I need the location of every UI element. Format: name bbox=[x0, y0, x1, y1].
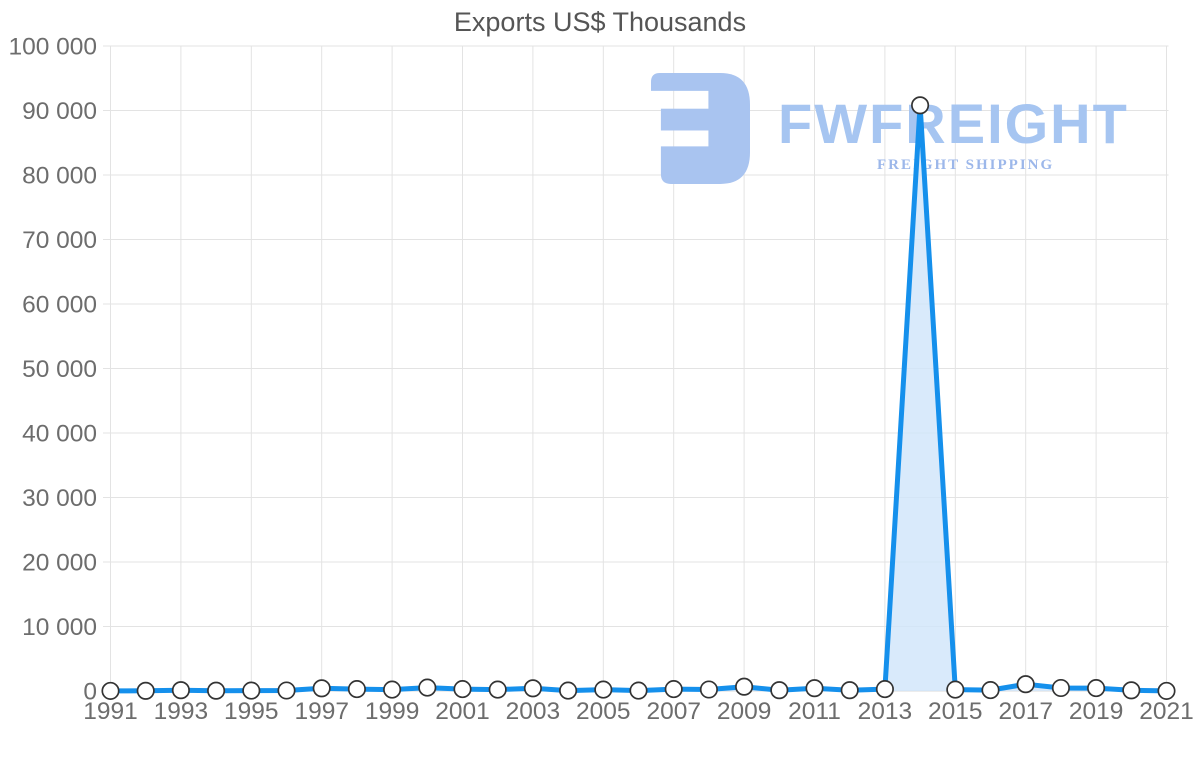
x-axis-tick-label: 2021 bbox=[1139, 698, 1194, 725]
data-point-marker-2015[interactable] bbox=[946, 680, 965, 699]
x-axis-tick-label: 2017 bbox=[998, 698, 1053, 725]
x-axis-tick-label: 1993 bbox=[154, 698, 209, 725]
series-line bbox=[108, 102, 1169, 694]
data-point-marker-1999[interactable] bbox=[383, 680, 402, 699]
data-point-marker-2021[interactable] bbox=[1157, 681, 1176, 700]
data-point-marker-2004[interactable] bbox=[559, 681, 578, 700]
data-point-marker-1997[interactable] bbox=[312, 679, 331, 698]
x-axis-tick-label: 2009 bbox=[717, 698, 772, 725]
data-point-marker-2006[interactable] bbox=[629, 681, 648, 700]
x-axis-tick-label: 1991 bbox=[83, 698, 138, 725]
y-axis-tick-label: 0 bbox=[83, 679, 97, 706]
y-axis-tick-label: 100 000 bbox=[8, 34, 97, 61]
x-axis-tick-label: 2001 bbox=[435, 698, 490, 725]
series-area-fill bbox=[110, 105, 1167, 692]
data-point-marker-2011[interactable] bbox=[805, 679, 824, 698]
data-point-marker-1992[interactable] bbox=[136, 681, 155, 700]
data-point-marker-2012[interactable] bbox=[840, 681, 859, 700]
y-axis-tick-label: 70 000 bbox=[22, 227, 97, 254]
data-point-marker-2002[interactable] bbox=[488, 680, 507, 699]
data-point-marker-2013[interactable] bbox=[875, 680, 894, 699]
x-axis-tick-label: 2005 bbox=[576, 698, 631, 725]
data-point-marker-1998[interactable] bbox=[347, 680, 366, 699]
data-point-marker-1991[interactable] bbox=[101, 681, 120, 700]
y-axis-tick-label: 60 000 bbox=[22, 292, 97, 319]
data-point-marker-2010[interactable] bbox=[770, 681, 789, 700]
data-point-marker-2019[interactable] bbox=[1087, 679, 1106, 698]
data-point-marker-1995[interactable] bbox=[242, 681, 261, 700]
data-point-marker-2018[interactable] bbox=[1051, 678, 1070, 698]
data-point-marker-2020[interactable] bbox=[1122, 681, 1141, 700]
data-point-marker-2001[interactable] bbox=[453, 680, 472, 699]
data-point-marker-1994[interactable] bbox=[207, 681, 226, 700]
data-point-marker-1993[interactable] bbox=[171, 681, 190, 700]
y-axis-tick-label: 10 000 bbox=[22, 614, 97, 641]
chart-title: Exports US$ Thousands bbox=[453, 7, 747, 37]
data-point-marker-2003[interactable] bbox=[523, 679, 542, 698]
data-point-marker-2005[interactable] bbox=[594, 680, 613, 699]
y-axis-tick-label: 50 000 bbox=[22, 356, 97, 383]
data-point-marker-2000[interactable] bbox=[418, 678, 437, 697]
y-axis-tick-label: 40 000 bbox=[22, 421, 97, 448]
y-axis-tick-label: 80 000 bbox=[22, 163, 97, 190]
x-axis-tick-label: 2019 bbox=[1069, 698, 1124, 725]
data-point-marker-2017[interactable] bbox=[1016, 675, 1035, 694]
y-axis-tick-label: 30 000 bbox=[22, 485, 97, 512]
y-axis-tick-label: 20 000 bbox=[22, 550, 97, 577]
y-axis-tick-label: 90 000 bbox=[22, 98, 97, 125]
data-point-marker-2016[interactable] bbox=[981, 681, 1000, 700]
data-point-marker-2009[interactable] bbox=[735, 677, 754, 696]
data-point-marker-2008[interactable] bbox=[699, 680, 718, 699]
x-axis-tick-label: 1997 bbox=[294, 698, 349, 725]
data-point-marker-2007[interactable] bbox=[664, 680, 683, 699]
data-point-marker-1996[interactable] bbox=[277, 681, 296, 700]
data-point-marker-2014[interactable] bbox=[911, 96, 930, 115]
x-axis-tick-label: 2011 bbox=[788, 698, 841, 725]
x-axis-tick-label: 2007 bbox=[646, 698, 701, 725]
x-axis-tick-label: 2013 bbox=[858, 698, 913, 725]
x-axis-tick-label: 2015 bbox=[928, 698, 983, 725]
x-axis-tick-label: 1999 bbox=[365, 698, 420, 725]
x-axis-tick-label: 1995 bbox=[224, 698, 279, 725]
x-axis-tick-label: 2003 bbox=[506, 698, 561, 725]
